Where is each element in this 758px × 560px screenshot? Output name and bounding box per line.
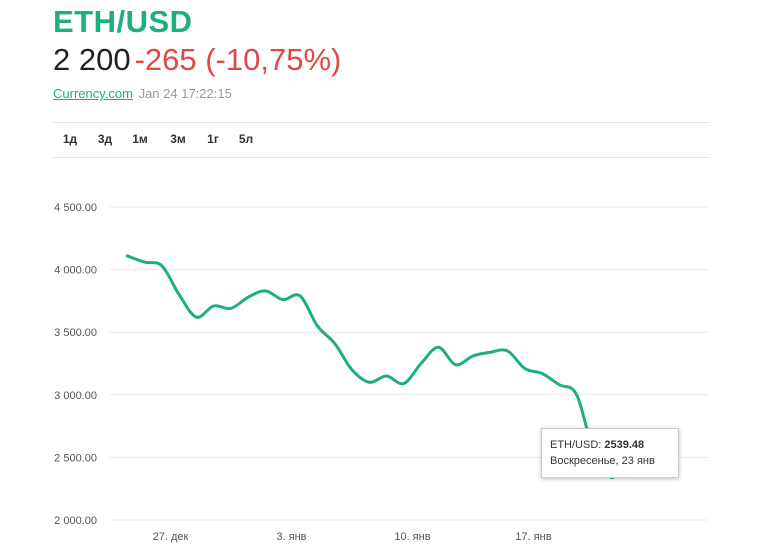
- y-tick-label: 3 000.00: [54, 390, 97, 402]
- tab-3d[interactable]: 3д: [97, 132, 113, 146]
- source-line: Currency.com Jan 24 17:22:15: [53, 86, 232, 101]
- tab-1d[interactable]: 1д: [62, 132, 78, 146]
- tooltip-value-line: ETH/USD: 2539.48: [550, 437, 678, 453]
- y-tick-label: 4 000.00: [54, 265, 97, 277]
- tooltip-series: ETH/USD:: [550, 439, 602, 451]
- tab-3m[interactable]: 3м: [170, 132, 186, 146]
- chart-tooltip: ETH/USD: 2539.48 Воскресенье, 23 янв: [541, 428, 679, 478]
- x-tick-label: 3. янв: [276, 531, 306, 543]
- pair-title: ETH/USD: [53, 4, 193, 39]
- source-link[interactable]: Currency.com: [53, 86, 133, 101]
- price-change: -265 (-10,75%): [134, 42, 342, 77]
- y-tick-label: 2 500.00: [54, 452, 97, 464]
- tabs-bottom-divider: [53, 157, 710, 158]
- tab-1m[interactable]: 1м: [132, 132, 148, 146]
- tooltip-date: Воскресенье, 23 янв: [550, 455, 655, 467]
- y-tick-label: 3 500.00: [54, 327, 97, 339]
- price-line: 2 200 -265 (-10,75%): [53, 42, 341, 78]
- x-axis-labels: 27. дек 3. янв 10. янв 17. янв: [153, 531, 552, 543]
- x-tick-label: 27. дек: [153, 531, 189, 543]
- series-line: [125, 254, 648, 479]
- tooltip-value: 2539.48: [604, 439, 645, 451]
- x-tick-label: 10. янв: [394, 531, 430, 543]
- tab-1y[interactable]: 1г: [207, 132, 219, 146]
- current-price: 2 200: [53, 42, 131, 77]
- timestamp: Jan 24 17:22:15: [138, 86, 232, 101]
- y-tick-label: 4 500.00: [54, 202, 97, 214]
- x-tick-label: 17. янв: [515, 531, 551, 543]
- tab-5y[interactable]: 5л: [238, 132, 254, 146]
- tabs-top-divider: [53, 122, 710, 123]
- grid-lines: [110, 206, 708, 521]
- y-axis-labels: 2 000.00 2 500.00 3 000.00 3 500.00 4 000.00…: [54, 202, 97, 527]
- y-tick-label: 2 000.00: [54, 515, 97, 527]
